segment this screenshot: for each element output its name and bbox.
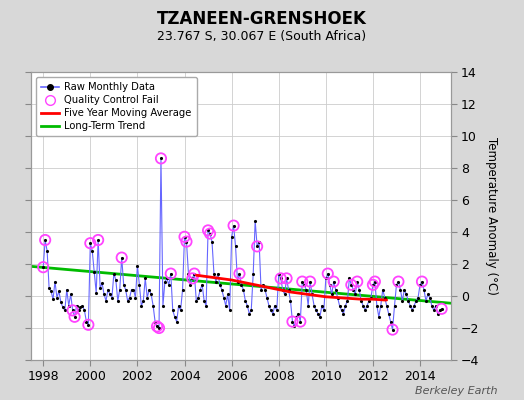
Point	[86, 240, 94, 246]
Point	[180, 234, 189, 240]
Point	[230, 222, 238, 229]
Legend: Raw Monthly Data, Quality Control Fail, Five Year Moving Average, Long-Term Tren: Raw Monthly Data, Quality Control Fail, …	[37, 77, 197, 136]
Text: TZANEEN-GRENSHOEK: TZANEEN-GRENSHOEK	[157, 10, 367, 28]
Point	[235, 270, 244, 277]
Point	[324, 270, 332, 277]
Point	[369, 282, 377, 288]
Point	[277, 275, 285, 282]
Point	[84, 322, 93, 328]
Point	[288, 318, 297, 325]
Text: 23.767 S, 30.067 E (South Africa): 23.767 S, 30.067 E (South Africa)	[157, 30, 367, 43]
Point	[418, 278, 426, 285]
Text: Berkeley Earth: Berkeley Earth	[416, 386, 498, 396]
Point	[94, 237, 102, 243]
Point	[388, 326, 397, 333]
Point	[155, 325, 163, 331]
Point	[394, 278, 402, 285]
Y-axis label: Temperature Anomaly (°C): Temperature Anomaly (°C)	[485, 137, 498, 295]
Point	[190, 270, 199, 277]
Point	[182, 238, 191, 245]
Point	[353, 278, 362, 285]
Point	[206, 230, 214, 237]
Point	[298, 278, 307, 285]
Point	[157, 155, 165, 162]
Point	[117, 254, 126, 261]
Point	[296, 318, 304, 325]
Point	[347, 282, 355, 288]
Point	[306, 278, 314, 285]
Point	[41, 237, 49, 243]
Point	[69, 307, 77, 314]
Point	[438, 306, 446, 312]
Point	[330, 278, 338, 285]
Point	[188, 275, 196, 282]
Point	[204, 227, 212, 234]
Point	[39, 264, 47, 270]
Point	[253, 243, 261, 250]
Point	[370, 278, 379, 285]
Point	[70, 314, 79, 320]
Point	[153, 323, 161, 330]
Point	[167, 270, 175, 277]
Point	[282, 275, 291, 282]
